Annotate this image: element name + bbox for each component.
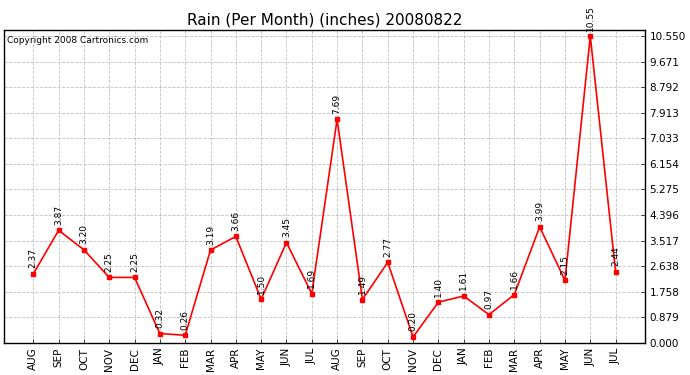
Text: Copyright 2008 Cartronics.com: Copyright 2008 Cartronics.com xyxy=(8,36,148,45)
Text: 3.20: 3.20 xyxy=(79,224,88,244)
Text: 2.37: 2.37 xyxy=(29,248,38,268)
Text: 2.77: 2.77 xyxy=(383,237,392,257)
Text: 7.69: 7.69 xyxy=(333,93,342,114)
Text: 2.25: 2.25 xyxy=(130,252,139,272)
Title: Rain (Per Month) (inches) 20080822: Rain (Per Month) (inches) 20080822 xyxy=(187,12,462,27)
Text: 3.45: 3.45 xyxy=(282,217,291,237)
Text: 3.19: 3.19 xyxy=(206,224,215,245)
Text: 2.25: 2.25 xyxy=(105,252,114,272)
Text: 0.97: 0.97 xyxy=(484,289,493,309)
Text: 0.20: 0.20 xyxy=(408,312,417,332)
Text: 0.32: 0.32 xyxy=(155,308,164,328)
Text: 2.15: 2.15 xyxy=(560,255,569,275)
Text: 10.55: 10.55 xyxy=(586,4,595,30)
Text: 1.49: 1.49 xyxy=(358,274,367,294)
Text: 3.87: 3.87 xyxy=(54,205,63,225)
Text: 2.44: 2.44 xyxy=(611,247,620,266)
Text: 1.50: 1.50 xyxy=(257,273,266,294)
Text: 1.66: 1.66 xyxy=(510,269,519,289)
Text: 1.69: 1.69 xyxy=(307,268,316,288)
Text: 3.99: 3.99 xyxy=(535,201,544,221)
Text: 1.40: 1.40 xyxy=(434,277,443,297)
Text: 1.61: 1.61 xyxy=(460,270,469,291)
Text: 3.66: 3.66 xyxy=(231,211,240,231)
Text: 0.26: 0.26 xyxy=(181,310,190,330)
